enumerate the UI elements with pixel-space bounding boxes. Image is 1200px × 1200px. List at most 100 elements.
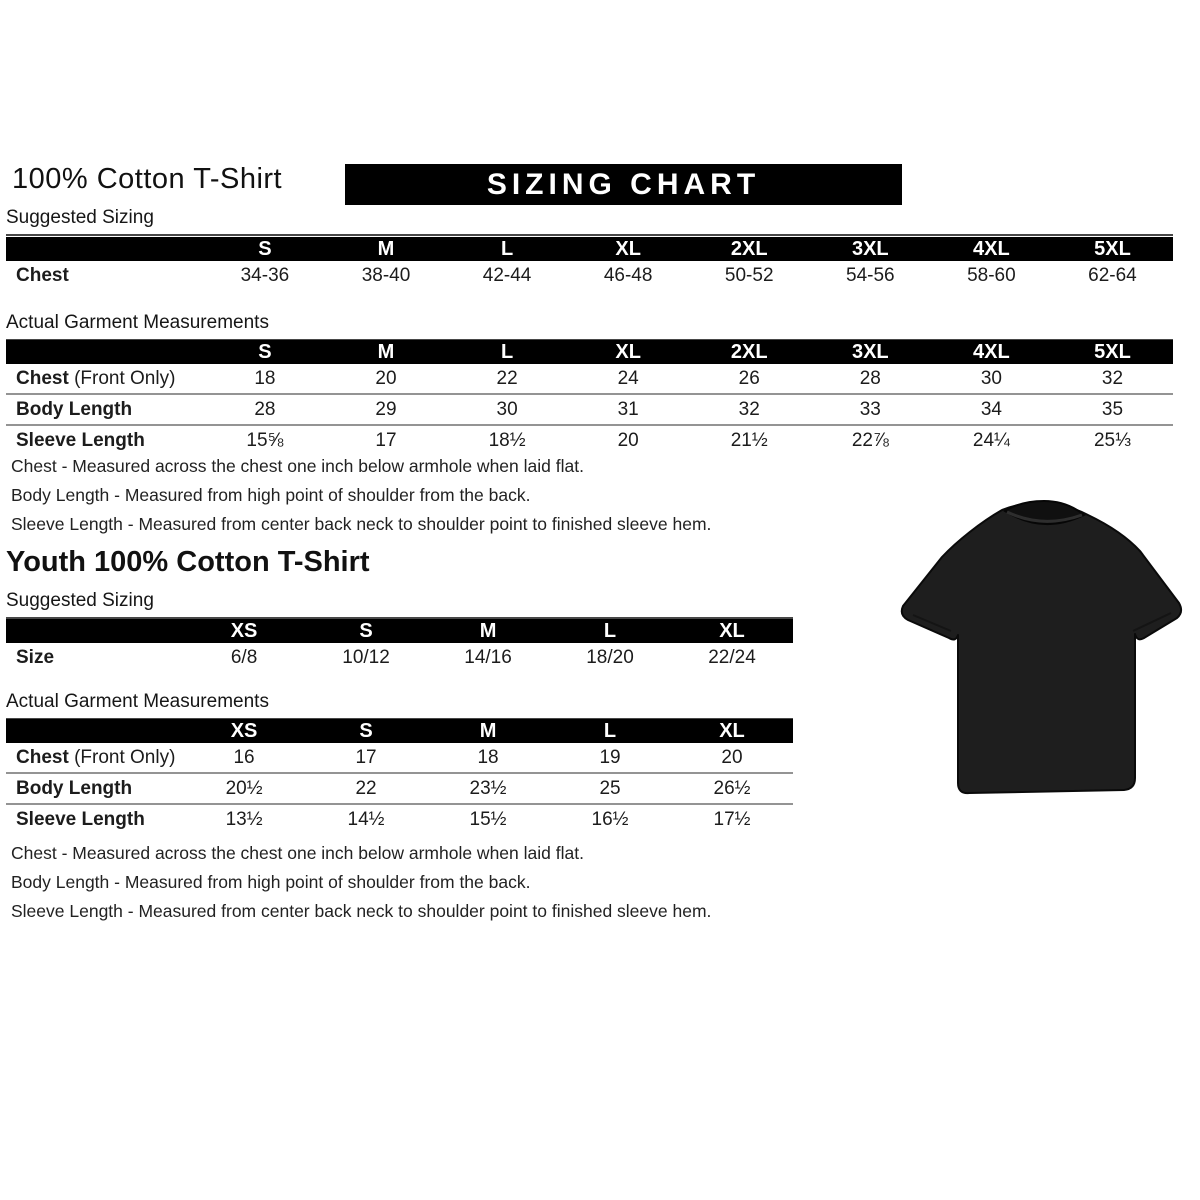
measurement-value: 50-52: [724, 264, 774, 286]
youth-suggested-sizing-label: Suggested Sizing: [6, 590, 793, 619]
measurement-value: 20: [567, 424, 689, 455]
measurement-value: 29: [325, 393, 447, 425]
measurement-value: 23½: [427, 772, 550, 804]
measurement-value: 58-60: [967, 264, 1016, 286]
table-row: Body Length 20½ 22 23½ 25 26½: [6, 772, 793, 804]
measurement-value: 28: [204, 393, 326, 425]
size-column-header: L: [549, 619, 671, 643]
measurement-value: 18½: [446, 424, 568, 455]
row-label: Chest (Front Only): [16, 367, 176, 389]
youth-suggested-sizing-table: XS S M L XL Size 6/8 10/12 14/16 18/20 22/24: [6, 619, 793, 672]
measurement-value: 14/16: [464, 646, 512, 668]
tshirt-left-sleeve-seam: [912, 614, 952, 632]
measurement-value: 22: [496, 367, 518, 389]
size-column-header: 4XL: [930, 340, 1052, 364]
measurement-value: 15⅝: [204, 424, 326, 455]
measurement-value: 33: [809, 393, 931, 425]
size-column-header: S: [305, 619, 428, 643]
size-column-header: L: [446, 340, 568, 364]
measurement-value: 25: [549, 772, 671, 804]
size-column-header: 3XL: [809, 237, 931, 261]
adult-section-title: 100% Cotton T-Shirt: [12, 163, 283, 195]
row-label-column-header: [6, 619, 184, 643]
measurement-value: 10/12: [342, 646, 390, 668]
size-column-header: XL: [567, 340, 689, 364]
measurement-value: 17½: [671, 803, 793, 834]
table-row: Chest 34-36 38-40 42-44 46-48 50-52 54-56 58-60…: [6, 261, 1173, 290]
size-column-header: 5XL: [1051, 340, 1173, 364]
measurement-value: 22/24: [708, 646, 756, 668]
measurement-value: 25⅓: [1051, 424, 1173, 455]
row-label-column-header: [6, 340, 205, 364]
row-label: Body Length: [6, 772, 184, 804]
black-tshirt-image: [900, 499, 1183, 795]
size-column-header: XL: [567, 237, 689, 261]
measurement-value: 31: [567, 393, 689, 425]
measurement-value: 30: [446, 393, 568, 425]
row-label: Chest (Front Only): [16, 746, 176, 768]
measurement-value: 20: [375, 367, 397, 389]
size-column-header: L: [549, 719, 671, 743]
row-label-column-header: [6, 237, 205, 261]
size-column-header: M: [325, 340, 447, 364]
measurement-value: 22⅞: [809, 424, 931, 455]
measurement-value: 6/8: [230, 646, 258, 668]
measurement-value: 35: [1051, 393, 1173, 425]
size-column-header: 3XL: [809, 340, 931, 364]
table-row: Chest (Front Only) 18 20 22 24 26 28 30 32: [6, 364, 1173, 394]
measurement-value: 24: [617, 367, 639, 389]
table-row: Size 6/8 10/12 14/16 18/20 22/24: [6, 643, 793, 672]
row-label: Chest: [16, 264, 69, 286]
measurement-value: 26: [738, 367, 760, 389]
note-body-length: Body Length - Measured from high point o…: [11, 872, 531, 892]
table-row: Sleeve Length 15⅝ 17 18½ 20 21½ 22⅞ 24¼ 25⅓: [6, 424, 1173, 455]
measurement-value: 18: [254, 367, 276, 389]
measurement-value: 54-56: [846, 264, 895, 286]
size-column-header: S: [204, 340, 326, 364]
size-column-header: S: [305, 719, 428, 743]
table-row: Chest (Front Only) 16 17 18 19 20: [6, 743, 793, 773]
sizing-chart-banner: SIZING CHART: [345, 164, 902, 205]
measurement-value: 26½: [671, 772, 793, 804]
row-label: Size: [16, 646, 55, 668]
adult-measurement-notes: Chest - Measured across the chest one in…: [11, 456, 831, 543]
row-label: Sleeve Length: [6, 803, 184, 834]
row-label-column-header: [6, 719, 184, 743]
measurement-value: 32: [688, 393, 810, 425]
size-column-header: XS: [183, 719, 306, 743]
table-row: Body Length 28 29 30 31 32 33 34 35: [6, 393, 1173, 425]
measurement-value: 32: [1101, 367, 1124, 389]
size-column-header: S: [204, 237, 326, 261]
measurement-value: 30: [980, 367, 1002, 389]
note-sleeve-length: Sleeve Length - Measured from center bac…: [11, 514, 712, 534]
measurement-value: 18: [477, 746, 499, 768]
note-chest: Chest - Measured across the chest one in…: [11, 843, 584, 863]
youth-actual-measurements-label: Actual Garment Measurements: [6, 691, 793, 720]
size-column-header: 2XL: [688, 340, 810, 364]
measurement-value: 13½: [183, 803, 306, 834]
youth-measurement-notes: Chest - Measured across the chest one in…: [11, 843, 831, 930]
measurement-value: 46-48: [603, 264, 653, 286]
tshirt-collar-rib-highlight: [1006, 510, 1083, 523]
measurement-value: 14½: [305, 803, 428, 834]
table-row: Sleeve Length 13½ 14½ 15½ 16½ 17½: [6, 803, 793, 834]
measurement-value: 62-64: [1088, 264, 1137, 286]
size-column-header: M: [427, 619, 550, 643]
measurement-value: 22: [305, 772, 428, 804]
note-chest: Chest - Measured across the chest one in…: [11, 456, 584, 476]
youth-actual-measurements-table: XS S M L XL Chest (Front Only) 16 17 18 19 20 Body …: [6, 719, 793, 834]
note-sleeve-length: Sleeve Length - Measured from center bac…: [11, 901, 712, 921]
measurement-value: 28: [859, 367, 881, 389]
adult-suggested-sizing-table: S M L XL 2XL 3XL 4XL 5XL Chest 34-36 38-40 42-44 46-…: [6, 237, 1173, 290]
adult-suggested-sizing-label: Suggested Sizing: [6, 207, 1173, 236]
measurement-value: 18/20: [586, 646, 634, 668]
measurement-value: 16: [233, 746, 255, 768]
measurement-value: 34-36: [240, 264, 290, 286]
row-label: Sleeve Length: [6, 424, 205, 455]
row-label: Body Length: [6, 393, 205, 425]
size-column-header: L: [446, 237, 568, 261]
measurement-value: 20: [721, 746, 743, 768]
measurement-value: 34: [930, 393, 1052, 425]
measurement-value: 16½: [549, 803, 671, 834]
